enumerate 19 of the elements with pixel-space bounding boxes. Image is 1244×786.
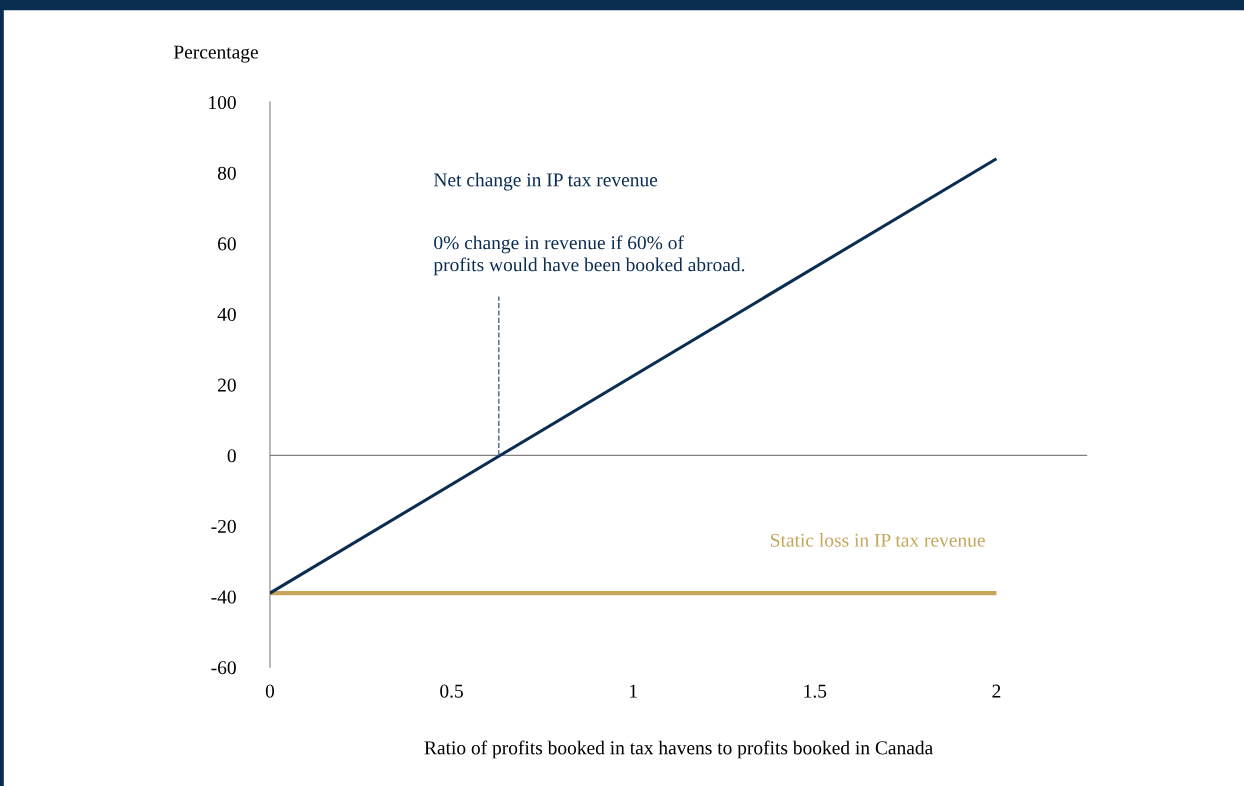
y-tick-label: -20 [211,519,236,533]
x-tick-label: 0 [265,684,275,698]
y-tick-label: -60 [211,661,236,675]
text: Static loss in IP tax revenue [771,533,985,547]
y-tick-label: 60 [218,237,236,251]
y-tick-label: 80 [217,166,236,180]
x-tick-label: 0.5 [440,684,463,698]
x-axis-title: Ratio of profits booked in tax havens to profits booked in Canada [424,740,933,759]
x-tick-label: 1 [630,684,637,698]
x-tick-label: 1.5 [804,684,827,698]
y-tick-label: 0 [227,449,236,463]
y-tick-label: -40 [211,590,236,604]
text: Net change in IP tax revenue [433,172,658,191]
y-tick-label: 40 [217,307,236,322]
annotation: 0% change in revenue if 60% of profits would have been booked abroad. [433,235,745,276]
y-tick-label: 100 [209,96,236,110]
y-tick-label: 20 [218,378,236,392]
y-axis-title: Percentage [173,45,258,63]
x-tick-label: 2 [992,684,1001,698]
